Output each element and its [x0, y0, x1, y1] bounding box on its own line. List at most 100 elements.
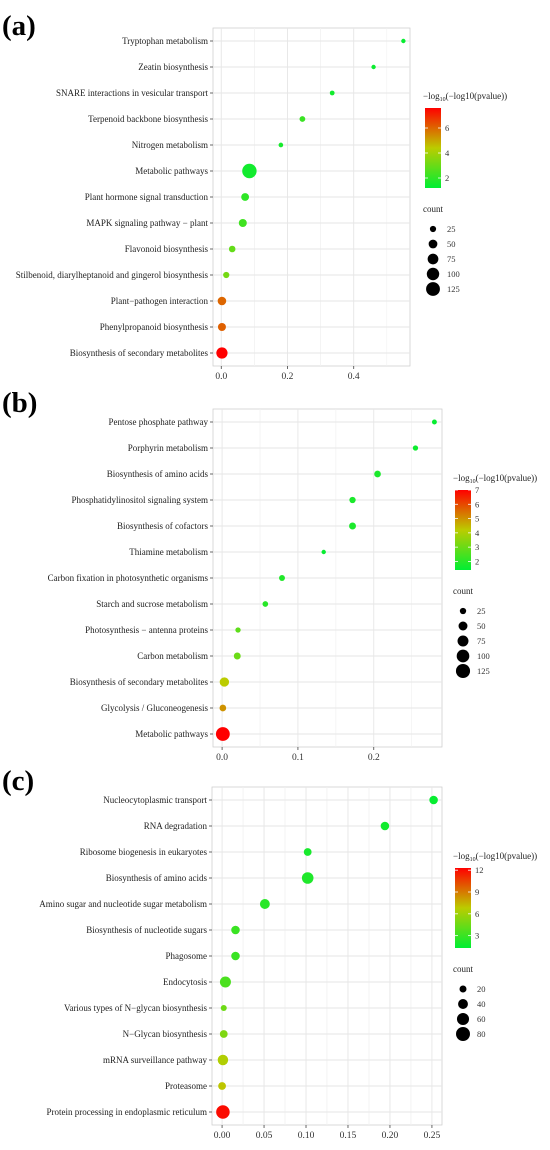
category-label: N−Glycan biosynthesis — [123, 1029, 208, 1039]
x-tick-label: 0.2 — [368, 753, 380, 763]
data-point — [380, 821, 390, 831]
category-label: Metabolic pathways — [135, 166, 208, 176]
category-label: Metabolic pathways — [135, 729, 208, 739]
category-label: Glycolysis / Gluconeogenesis — [101, 703, 208, 713]
category-label: Endocytosis — [163, 977, 207, 987]
size-legend-point — [428, 239, 438, 249]
x-tick-label: 0.00 — [214, 1131, 231, 1141]
data-point — [219, 976, 231, 988]
data-point — [219, 1030, 228, 1038]
color-legend-title: −log10(−log10(pvalue)) — [423, 91, 507, 103]
colorbar-tick-label: 7 — [475, 485, 479, 495]
category-label: Biosynthesis of nucleotide sugars — [86, 925, 207, 935]
data-point — [371, 64, 376, 70]
size-legend-title: count — [423, 204, 443, 214]
category-label: Phenylpropanoid biosynthesis — [100, 322, 209, 332]
data-point — [231, 925, 240, 935]
data-point — [374, 470, 381, 478]
size-legend-label: 60 — [477, 1014, 486, 1024]
x-tick-label: 0.2 — [282, 372, 294, 382]
data-point — [241, 193, 250, 201]
category-label: mRNA surveillance pathway — [103, 1055, 207, 1065]
colorbar-tick-label: 4 — [445, 148, 450, 158]
colorbar-tick-label: 6 — [475, 499, 479, 509]
size-legend-point — [456, 1012, 470, 1026]
data-point — [218, 1082, 226, 1090]
data-point — [216, 347, 228, 359]
category-label: Tryptophan metabolism — [122, 36, 208, 46]
category-label: Carbon metabolism — [137, 651, 208, 661]
category-label: Amino sugar and nucleotide sugar metabol… — [39, 899, 207, 909]
category-label: Zeatin biosynthesis — [138, 62, 208, 72]
size-legend-point — [455, 663, 471, 679]
data-point — [349, 496, 356, 504]
category-label: Ribosome biogenesis in eukaryotes — [80, 847, 208, 857]
data-point — [219, 677, 230, 687]
colorbar-tick-label: 4 — [475, 528, 480, 538]
category-label: Nucleocytoplasmic transport — [103, 795, 207, 805]
data-point — [235, 627, 241, 633]
size-legend-title: count — [453, 964, 473, 974]
data-point — [303, 848, 312, 856]
data-point — [238, 218, 247, 228]
size-legend-point — [459, 985, 467, 993]
data-point — [219, 704, 227, 712]
size-legend-label: 50 — [447, 239, 456, 249]
data-point — [217, 1054, 229, 1066]
colorbar-tick-label: 12 — [475, 865, 484, 875]
colorbar-tick-label: 6 — [475, 909, 479, 919]
data-point — [279, 575, 285, 581]
colorbar-tick-label: 6 — [445, 123, 449, 133]
data-point — [220, 1004, 227, 1012]
category-label: Porphyrin metabolism — [128, 443, 208, 453]
size-legend-point — [429, 225, 437, 233]
size-legend-label: 75 — [447, 254, 456, 264]
colorbar — [455, 868, 471, 948]
category-label: Biosynthesis of amino acids — [107, 469, 209, 479]
x-tick-label: 0.05 — [256, 1131, 273, 1141]
color-legend-title: −log10(−log10(pvalue)) — [453, 473, 537, 485]
category-label: Starch and sucrose metabolism — [96, 599, 208, 609]
category-label: Protein processing in endoplasmic reticu… — [47, 1107, 207, 1117]
data-point — [231, 951, 240, 961]
category-label: Biosynthesis of secondary metabolites — [70, 677, 209, 687]
x-tick-label: 0.10 — [298, 1131, 315, 1141]
category-label: Nitrogen metabolism — [132, 140, 208, 150]
x-tick-label: 0.25 — [424, 1131, 441, 1141]
size-legend-title: count — [453, 586, 473, 596]
category-label: Biosynthesis of amino acids — [106, 873, 208, 883]
panel-label: (c) — [2, 765, 34, 797]
size-legend-point — [456, 1027, 470, 1041]
category-label: Terpenoid backbone biosynthesis — [88, 114, 208, 124]
data-point — [216, 1105, 230, 1119]
colorbar-tick-label: 2 — [445, 173, 449, 183]
category-label: Thiamine metabolism — [129, 547, 208, 557]
size-legend-label: 100 — [477, 651, 490, 661]
data-point — [349, 522, 356, 530]
colorbar — [455, 490, 471, 570]
chart-panel: (a) 0.0 0.2 0.4 Tryptophan metabolism Zeatin … — [2, 10, 507, 382]
size-legend-label: 125 — [477, 666, 490, 676]
category-label: Stilbenoid, diarylheptanoid and gingerol… — [16, 270, 209, 280]
data-point — [429, 795, 438, 805]
data-point — [259, 899, 270, 909]
size-legend-point — [458, 621, 468, 631]
size-legend-label: 20 — [477, 984, 486, 994]
category-label: Various types of N−glycan biosynthesis — [64, 1003, 208, 1013]
category-label: MAPK signaling pathway − plant — [86, 218, 208, 228]
data-point — [401, 38, 406, 44]
size-legend-label: 25 — [477, 606, 486, 616]
colorbar-tick-label: 2 — [475, 556, 479, 566]
data-point — [217, 322, 226, 332]
color-legend-title: −log10(−log10(pvalue)) — [453, 851, 537, 863]
size-legend-point — [456, 649, 470, 663]
category-label: Pentose phosphate pathway — [109, 417, 209, 427]
x-tick-label: 0.4 — [348, 372, 360, 382]
data-point — [431, 419, 437, 425]
category-label: Carbon fixation in photosynthetic organi… — [48, 573, 209, 583]
size-legend-label: 50 — [477, 621, 486, 631]
colorbar-tick-label: 5 — [475, 514, 479, 524]
category-label: Plant−pathogen interaction — [111, 296, 209, 306]
x-tick-label: 0.0 — [215, 372, 227, 382]
